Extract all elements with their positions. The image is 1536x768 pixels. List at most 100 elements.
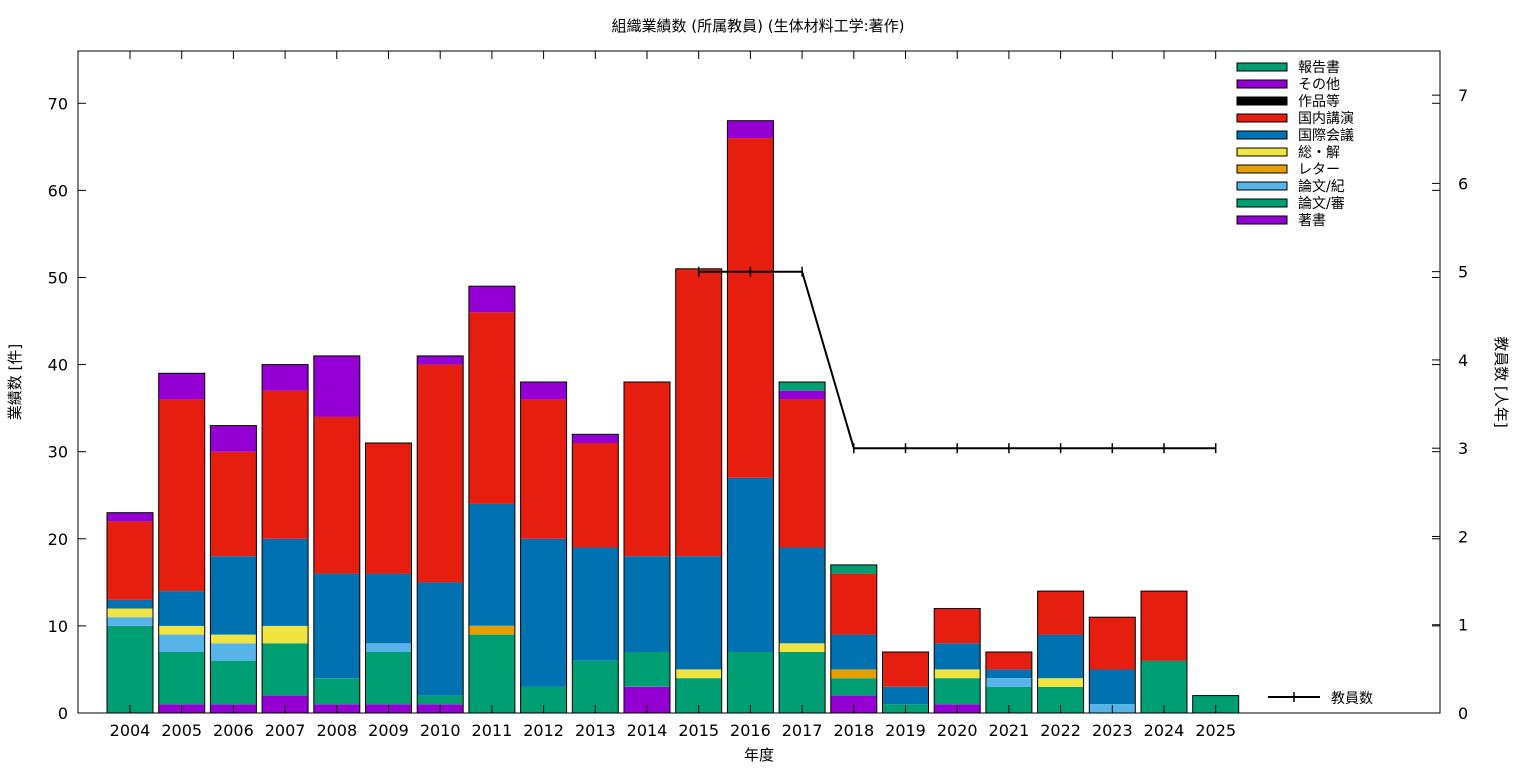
bar-segment-2021-2 bbox=[985, 678, 1032, 687]
bar-segment-2006-5 bbox=[210, 556, 257, 635]
y2-axis-title: 教員数 [人年] bbox=[1492, 336, 1510, 427]
legend-label-7: 論文/紀 bbox=[1298, 179, 1345, 195]
bar-segment-2004-4 bbox=[107, 608, 153, 618]
x-tick-label-2018: 2018 bbox=[833, 721, 874, 740]
bar-segment-2016-5 bbox=[727, 477, 774, 652]
bar-segment-2010-6 bbox=[417, 364, 464, 583]
bar-segment-2009-5 bbox=[365, 573, 412, 644]
bar-segment-2019-5 bbox=[882, 686, 929, 705]
bar-segment-2021-6 bbox=[985, 652, 1032, 670]
bar-segment-2012-8 bbox=[520, 382, 567, 400]
y2-tick-label-5: 5 bbox=[1458, 263, 1468, 282]
y-tick-label-60: 60 bbox=[48, 181, 68, 200]
bar-segment-2013-1 bbox=[572, 660, 619, 713]
bar-segment-2010-5 bbox=[417, 582, 464, 696]
bar-segment-2020-5 bbox=[934, 643, 981, 670]
bar-segment-2007-4 bbox=[262, 625, 309, 644]
x-tick-label-2020: 2020 bbox=[937, 721, 978, 740]
y-tick-label-10: 10 bbox=[48, 617, 68, 636]
legend-label-2: 作品等 bbox=[1298, 93, 1340, 110]
x-tick-label-2013: 2013 bbox=[575, 721, 616, 740]
x-tick-label-2017: 2017 bbox=[782, 721, 823, 740]
bar-segment-2010-1 bbox=[417, 695, 464, 705]
bar-segment-2005-5 bbox=[158, 591, 205, 626]
bar-segment-2004-2 bbox=[107, 617, 153, 626]
legend-line-label: 教員数 bbox=[1331, 691, 1373, 707]
legend-label-0: 報告書 bbox=[1298, 60, 1340, 76]
bar-segment-2017-6 bbox=[779, 399, 826, 548]
bar-segment-2008-6 bbox=[313, 416, 360, 574]
bar-segment-2015-6 bbox=[675, 268, 722, 557]
bar-segment-2011-5 bbox=[468, 503, 515, 626]
bar-segment-2008-1 bbox=[313, 678, 360, 705]
legend-swatch-7 bbox=[1236, 181, 1288, 191]
bar-segment-2005-6 bbox=[158, 399, 205, 591]
x-tick-label-2006: 2006 bbox=[213, 721, 254, 740]
bar-segment-2014-6 bbox=[624, 382, 670, 557]
x-tick-label-2008: 2008 bbox=[316, 721, 357, 740]
y2-tick-label-2: 2 bbox=[1458, 527, 1468, 546]
x-tick-label-2019: 2019 bbox=[885, 721, 926, 740]
legend-swatch-0 bbox=[1236, 62, 1288, 72]
bar-segment-2011-1 bbox=[468, 634, 515, 713]
bar-segment-2012-5 bbox=[520, 538, 567, 687]
legend-swatch-8 bbox=[1236, 198, 1288, 208]
bar-segment-2017-8 bbox=[779, 390, 826, 400]
bar-segment-2009-2 bbox=[365, 643, 412, 652]
bar-segment-2006-2 bbox=[210, 643, 257, 661]
bar-segment-2017-1 bbox=[779, 652, 826, 713]
y-axis-title: 業績数 [件] bbox=[6, 344, 24, 420]
chart-title: 組織業績数 (所属教員) (生体材料工学:著作) bbox=[612, 17, 905, 35]
x-tick-label-2007: 2007 bbox=[265, 721, 306, 740]
bar-segment-2015-4 bbox=[675, 669, 722, 679]
legend-swatch-3 bbox=[1236, 113, 1288, 123]
bar-segment-2008-8 bbox=[313, 355, 360, 417]
x-tick-label-2016: 2016 bbox=[730, 721, 771, 740]
bar-segment-2011-8 bbox=[468, 286, 515, 313]
bar-segment-2022-5 bbox=[1037, 634, 1084, 679]
x-axis-title: 年度 bbox=[744, 746, 774, 764]
bar-segment-2016-6 bbox=[727, 138, 774, 478]
legend-swatch-6 bbox=[1236, 164, 1288, 174]
bar-segment-2013-8 bbox=[572, 434, 619, 443]
x-tick-label-2012: 2012 bbox=[523, 721, 564, 740]
bar-segment-2007-5 bbox=[262, 538, 309, 626]
y2-tick-label-6: 6 bbox=[1458, 174, 1468, 193]
bar-segment-2006-1 bbox=[210, 660, 257, 705]
bar-segment-2019-6 bbox=[882, 652, 929, 687]
bar-segment-2020-6 bbox=[934, 608, 981, 644]
bar-segment-2006-6 bbox=[210, 451, 257, 557]
bar-segment-2011-3 bbox=[468, 625, 515, 635]
y-tick-label-40: 40 bbox=[48, 356, 68, 375]
bar-segment-2004-6 bbox=[107, 521, 153, 600]
x-tick-label-2009: 2009 bbox=[368, 721, 409, 740]
bar-segment-2024-6 bbox=[1141, 591, 1187, 661]
bar-segment-2004-8 bbox=[107, 512, 153, 522]
bar-segment-2014-5 bbox=[624, 556, 670, 652]
x-tick-label-2021: 2021 bbox=[989, 721, 1030, 740]
bar-segment-2013-6 bbox=[572, 443, 619, 548]
legend-swatch-4 bbox=[1236, 130, 1288, 140]
legend-swatch-5 bbox=[1236, 147, 1288, 157]
bar-segment-2017-5 bbox=[779, 547, 826, 644]
bar-segment-2017-4 bbox=[779, 643, 826, 652]
bar-segment-2005-8 bbox=[158, 373, 205, 400]
y-tick-label-0: 0 bbox=[58, 704, 68, 723]
y-tick-label-50: 50 bbox=[48, 268, 68, 287]
legend-label-4: 国際会議 bbox=[1298, 127, 1354, 144]
line-series-path bbox=[698, 270, 1216, 450]
legend-swatch-1 bbox=[1236, 79, 1288, 89]
legend-label-8: 論文/審 bbox=[1298, 196, 1345, 212]
y2-tick-label-7: 7 bbox=[1458, 86, 1468, 105]
bar-segment-2024-1 bbox=[1141, 660, 1187, 713]
x-tick-label-2024: 2024 bbox=[1144, 721, 1185, 740]
bar-segment-2018-5 bbox=[830, 634, 877, 670]
bar-segment-2020-4 bbox=[934, 669, 981, 679]
plot-frame bbox=[77, 50, 1441, 714]
bar-segment-2025-1 bbox=[1192, 695, 1239, 713]
bar-segment-2009-1 bbox=[365, 652, 412, 705]
x-tick-label-2010: 2010 bbox=[420, 721, 461, 740]
bar-segment-2010-8 bbox=[417, 355, 464, 365]
bar-segment-2007-0 bbox=[262, 695, 309, 713]
